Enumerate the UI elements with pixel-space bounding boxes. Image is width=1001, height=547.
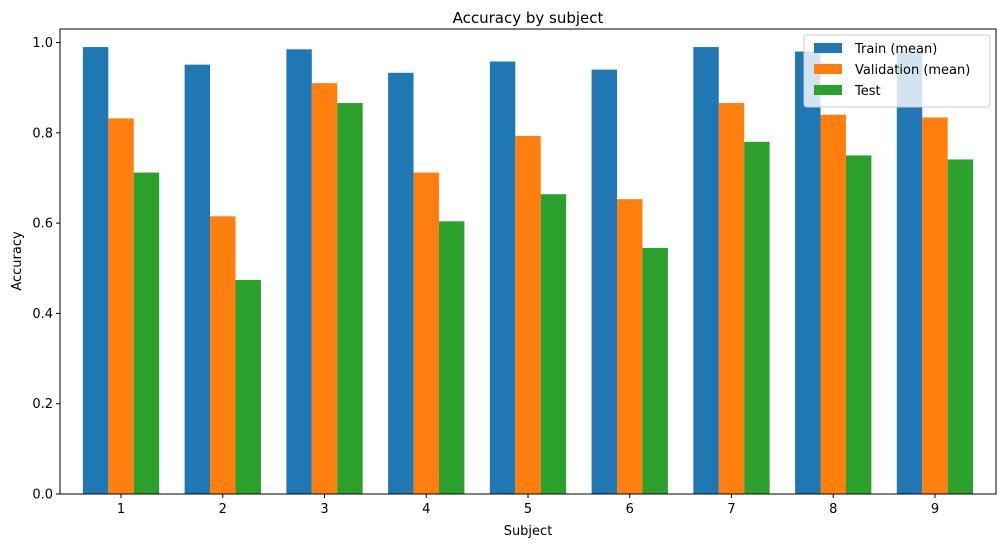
legend-box [803, 34, 991, 108]
x-tick-label: 5 [524, 502, 532, 517]
legend-swatch [814, 43, 842, 53]
bar-series-3-subject-2 [235, 280, 261, 494]
legend-swatch [814, 64, 842, 74]
bar-series-3-subject-8 [845, 155, 872, 494]
bar-series-3-subject-3 [337, 103, 363, 494]
bar-series-2-subject-2 [210, 216, 236, 494]
bar-series-3-subject-1 [133, 172, 160, 494]
bar-series-3-subject-6 [642, 247, 668, 494]
bar-series-2-subject-8 [820, 114, 846, 494]
bar-series-3-subject-5 [540, 194, 567, 495]
bar-series-2-subject-6 [617, 199, 643, 494]
x-tick-label: 4 [422, 502, 430, 517]
bar-series-1-subject-6 [591, 69, 618, 494]
y-tick-label: 0.2 [32, 397, 53, 412]
x-tick-label: 9 [931, 502, 939, 517]
legend-label: Train (mean) [854, 42, 937, 57]
legend-label: Validation (mean) [855, 63, 970, 78]
bar-series-2-subject-5 [515, 136, 541, 494]
x-tick-label: 3 [320, 502, 328, 517]
legend: Train (mean) Validation (mean) Test [803, 34, 991, 108]
chart-title: Accuracy by subject [453, 9, 604, 27]
x-tick-label: 7 [727, 502, 735, 517]
bar-series-1-subject-2 [184, 64, 211, 495]
bar-series-2-subject-1 [108, 118, 134, 494]
bar-series-3-subject-7 [744, 141, 770, 495]
x-tick-label: 6 [626, 502, 634, 517]
bars-group [82, 47, 974, 495]
x-axis: 1 2 3 4 5 6 7 8 9 [117, 494, 939, 517]
legend-label: Test [854, 84, 881, 99]
plot-frame [59, 28, 997, 495]
bar-series-1-subject-8 [795, 51, 821, 494]
bar-series-1-subject-5 [489, 61, 516, 494]
bar-series-1-subject-7 [693, 47, 719, 495]
bar-series-1-subject-1 [82, 47, 109, 495]
legend-swatch [814, 85, 842, 95]
y-tick-label: 0.4 [32, 307, 53, 322]
bar-series-2-subject-4 [413, 172, 439, 494]
bar-series-3-subject-4 [438, 221, 465, 494]
bar-series-1-subject-9 [896, 51, 923, 494]
bar-series-2-subject-9 [922, 117, 948, 495]
bar-series-2-subject-3 [311, 83, 338, 495]
bar-series-3-subject-9 [947, 159, 974, 494]
y-tick-label: 0.0 [32, 488, 53, 503]
x-tick-label: 1 [117, 502, 125, 517]
x-tick-label: 2 [219, 502, 227, 517]
y-tick-label: 0.8 [32, 126, 53, 141]
bar-series-1-subject-4 [388, 72, 414, 494]
y-axis-label: Accuracy [10, 231, 25, 291]
x-axis-label: Subject [504, 524, 553, 539]
bar-series-2-subject-7 [718, 103, 745, 494]
y-tick-label: 1.0 [32, 36, 53, 51]
y-tick-label: 0.6 [32, 217, 53, 232]
x-tick-label: 8 [829, 502, 837, 517]
y-axis: 0.0 0.2 0.4 0.6 0.8 1.0 [32, 36, 60, 503]
bar-series-1-subject-3 [286, 49, 312, 494]
